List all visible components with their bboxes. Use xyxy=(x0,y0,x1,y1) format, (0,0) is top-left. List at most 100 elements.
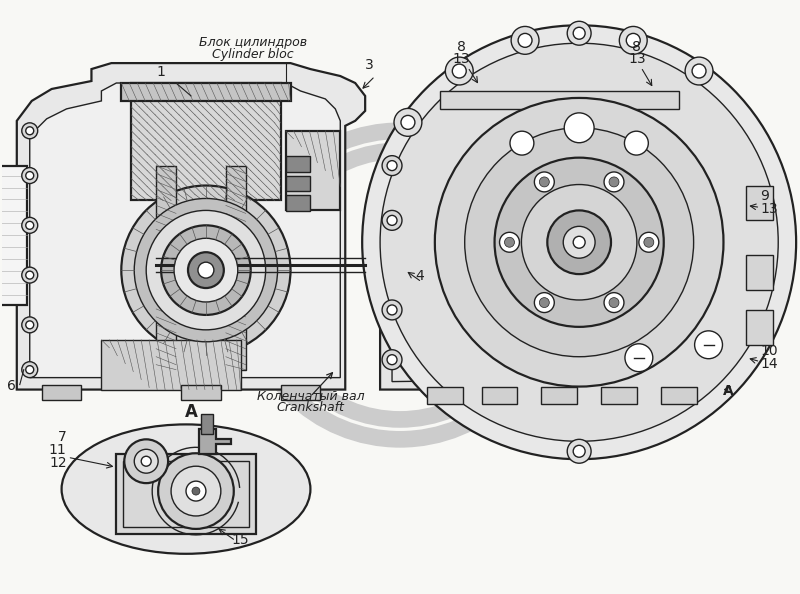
Circle shape xyxy=(22,123,38,139)
Polygon shape xyxy=(42,384,82,400)
Circle shape xyxy=(573,27,585,39)
Circle shape xyxy=(382,300,402,320)
Polygon shape xyxy=(201,415,213,434)
Polygon shape xyxy=(131,83,281,200)
Circle shape xyxy=(694,331,722,359)
Circle shape xyxy=(26,366,34,374)
Polygon shape xyxy=(542,387,577,405)
Circle shape xyxy=(626,33,640,48)
Circle shape xyxy=(505,237,514,247)
Polygon shape xyxy=(122,83,290,101)
Text: A: A xyxy=(185,403,198,421)
Polygon shape xyxy=(102,340,241,390)
Circle shape xyxy=(644,237,654,247)
Circle shape xyxy=(22,267,38,283)
Polygon shape xyxy=(427,387,462,405)
Text: Cylinder bloc: Cylinder bloc xyxy=(212,48,294,61)
Circle shape xyxy=(192,487,200,495)
Polygon shape xyxy=(661,387,697,405)
Text: Коленчатый вал: Коленчатый вал xyxy=(257,390,364,403)
Circle shape xyxy=(198,262,214,278)
Polygon shape xyxy=(30,83,340,378)
Polygon shape xyxy=(746,310,774,345)
Circle shape xyxy=(452,64,466,78)
Polygon shape xyxy=(601,387,637,405)
Circle shape xyxy=(380,43,778,441)
Circle shape xyxy=(522,185,637,300)
Circle shape xyxy=(609,177,619,187)
Circle shape xyxy=(547,210,611,274)
Circle shape xyxy=(158,453,234,529)
Circle shape xyxy=(22,317,38,333)
Circle shape xyxy=(539,298,550,308)
Circle shape xyxy=(188,252,224,288)
Text: 4: 4 xyxy=(415,269,424,283)
Circle shape xyxy=(26,321,34,329)
Circle shape xyxy=(435,98,723,387)
Circle shape xyxy=(625,131,648,155)
Circle shape xyxy=(499,232,519,252)
Circle shape xyxy=(124,440,168,483)
Polygon shape xyxy=(286,176,310,191)
Circle shape xyxy=(362,26,796,459)
Circle shape xyxy=(387,160,397,170)
Circle shape xyxy=(186,481,206,501)
Text: Crankshaft: Crankshaft xyxy=(277,402,344,415)
Polygon shape xyxy=(380,91,748,390)
Circle shape xyxy=(567,21,591,45)
Text: 14: 14 xyxy=(760,356,778,371)
Circle shape xyxy=(174,238,238,302)
Circle shape xyxy=(26,127,34,135)
Ellipse shape xyxy=(62,424,310,554)
Polygon shape xyxy=(440,91,678,109)
Polygon shape xyxy=(746,255,774,290)
Circle shape xyxy=(685,57,713,85)
Circle shape xyxy=(146,210,266,330)
Circle shape xyxy=(387,216,397,225)
Circle shape xyxy=(26,271,34,279)
Text: 7: 7 xyxy=(58,430,66,444)
Circle shape xyxy=(494,157,664,327)
Text: 15: 15 xyxy=(232,533,250,547)
Circle shape xyxy=(134,449,158,473)
Circle shape xyxy=(639,232,658,252)
Polygon shape xyxy=(482,387,518,405)
Circle shape xyxy=(625,344,653,372)
Circle shape xyxy=(22,362,38,378)
Polygon shape xyxy=(156,166,176,369)
Circle shape xyxy=(394,109,422,136)
Text: 12: 12 xyxy=(49,456,66,470)
Circle shape xyxy=(122,185,290,355)
Circle shape xyxy=(142,456,151,466)
Circle shape xyxy=(382,350,402,369)
Circle shape xyxy=(22,168,38,184)
Text: 13: 13 xyxy=(628,52,646,66)
Circle shape xyxy=(382,156,402,176)
Circle shape xyxy=(26,172,34,179)
Polygon shape xyxy=(0,166,26,305)
Polygon shape xyxy=(17,63,365,390)
Circle shape xyxy=(387,355,397,365)
Polygon shape xyxy=(286,195,310,211)
Circle shape xyxy=(134,198,278,342)
Text: 6: 6 xyxy=(7,378,16,393)
Text: 11: 11 xyxy=(49,443,66,457)
Circle shape xyxy=(446,57,474,85)
Circle shape xyxy=(171,466,221,516)
Text: 8: 8 xyxy=(458,40,466,54)
Circle shape xyxy=(534,293,554,312)
Polygon shape xyxy=(281,384,320,400)
Circle shape xyxy=(382,210,402,230)
Circle shape xyxy=(510,131,534,155)
Circle shape xyxy=(518,33,532,48)
Circle shape xyxy=(692,64,706,78)
Text: Блок цилиндров: Блок цилиндров xyxy=(198,36,306,49)
Text: 9: 9 xyxy=(760,189,769,204)
Polygon shape xyxy=(746,185,774,220)
Circle shape xyxy=(465,128,694,357)
Text: 3: 3 xyxy=(365,58,374,72)
Text: A: A xyxy=(723,384,734,397)
Circle shape xyxy=(609,298,619,308)
Circle shape xyxy=(573,446,585,457)
Text: 10: 10 xyxy=(760,344,778,358)
